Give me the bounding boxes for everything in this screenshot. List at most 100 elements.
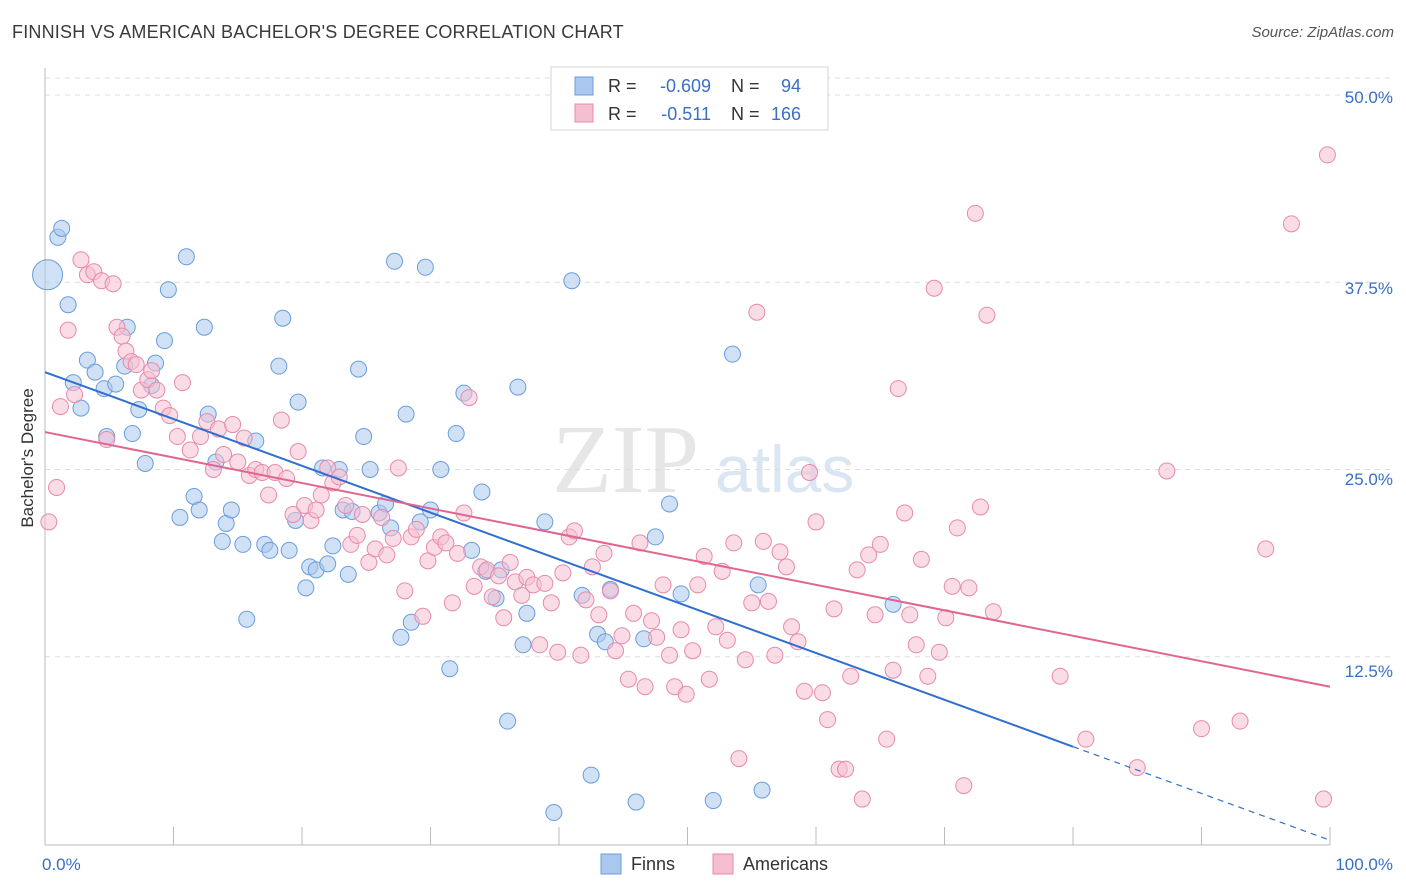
americans-point: [619, 670, 637, 688]
americans-point: [501, 553, 519, 571]
americans-point: [215, 446, 233, 464]
americans-point: [736, 651, 754, 669]
finns-points: [32, 219, 902, 822]
americans-point: [460, 389, 478, 407]
americans-point: [384, 529, 402, 547]
finns-point: [361, 461, 379, 478]
americans-point: [229, 453, 247, 471]
americans-point: [636, 678, 654, 696]
legend-top: R = -0.609 N = 94 R = -0.511 N = 166: [550, 66, 829, 131]
finns-point: [86, 363, 104, 381]
americans-point: [607, 642, 625, 660]
finns-point: [518, 604, 536, 622]
americans-point: [825, 600, 843, 618]
americans-point: [919, 667, 937, 685]
americans-point: [884, 661, 902, 679]
finns-point: [646, 528, 664, 546]
finns-point: [324, 537, 342, 555]
americans-point: [284, 505, 302, 523]
americans-point: [677, 685, 695, 703]
americans-point: [542, 594, 560, 612]
americans-point: [272, 411, 290, 429]
americans-point: [312, 486, 330, 504]
americans-point: [853, 790, 871, 808]
americans-point: [143, 362, 161, 380]
americans-point: [819, 711, 837, 729]
americans-point: [725, 534, 743, 552]
americans-n-label: N =: [731, 104, 760, 124]
finns-point: [355, 428, 373, 446]
finns-point: [386, 252, 404, 270]
americans-point: [536, 574, 554, 592]
x-tick-label-max: 100.0%: [1335, 855, 1393, 874]
finns-point: [749, 576, 767, 594]
americans-point: [971, 498, 989, 516]
finns-n-value: 94: [781, 76, 801, 96]
legend-top-box: [550, 66, 829, 131]
chart-title: FINNISH VS AMERICAN BACHELOR'S DEGREE CO…: [12, 22, 624, 42]
finns-point: [195, 318, 213, 336]
americans-point: [848, 561, 866, 579]
americans-point: [813, 684, 831, 702]
americans-point: [148, 381, 166, 399]
legend-bottom: Finns Americans: [600, 853, 828, 875]
finns-point: [350, 360, 368, 378]
watermark-zip: ZIP: [552, 406, 699, 514]
americans-point: [577, 591, 595, 609]
axes-layer: [44, 68, 1331, 846]
americans-point: [718, 631, 736, 649]
americans-r-value: -0.511: [661, 104, 711, 124]
americans-point: [104, 275, 122, 293]
americans-point: [643, 612, 661, 630]
americans-point: [661, 646, 679, 664]
finns-point: [270, 357, 288, 375]
finns-point: [545, 804, 563, 822]
americans-point: [896, 504, 914, 522]
finns-point: [499, 712, 517, 730]
americans-point: [837, 760, 855, 778]
americans-point: [389, 459, 407, 477]
finns-point: [274, 309, 292, 327]
americans-point: [1257, 540, 1275, 558]
finns-n-label: N =: [731, 76, 760, 96]
americans-point: [1193, 720, 1210, 738]
finns-point: [177, 248, 195, 266]
finns-point: [107, 375, 125, 393]
americans-point: [289, 443, 307, 461]
americans-point: [955, 777, 973, 795]
y-tick-label: 25.0%: [1345, 470, 1393, 489]
americans-point: [912, 550, 930, 568]
finns-point: [509, 378, 527, 396]
americans-point: [348, 526, 366, 544]
legend-finns-swatch: [600, 853, 622, 875]
americans-point: [1128, 759, 1146, 777]
americans-point: [925, 279, 943, 297]
americans-point: [51, 398, 69, 416]
finns-point: [441, 660, 459, 678]
trend-lines: [44, 371, 1331, 841]
americans-point: [307, 501, 325, 519]
americans-point: [801, 463, 819, 481]
americans-point: [59, 321, 77, 339]
finns-point: [213, 532, 231, 550]
americans-point: [766, 646, 784, 664]
americans-point: [443, 594, 461, 612]
finns-point: [536, 513, 554, 531]
americans-point: [984, 603, 1002, 621]
americans-point: [889, 380, 907, 398]
americans-point: [181, 441, 199, 459]
americans-point: [783, 618, 801, 636]
americans-point: [337, 496, 355, 514]
finns-point: [297, 579, 315, 597]
finns-point: [473, 483, 491, 501]
americans-point: [689, 576, 707, 594]
finns-point: [53, 219, 71, 237]
finns-point: [432, 461, 450, 478]
finns-r-value: -0.609: [660, 76, 711, 96]
americans-points: [40, 146, 1336, 808]
y-tick-label: 50.0%: [1345, 88, 1393, 107]
finns-trend-line: [44, 371, 1074, 748]
americans-point: [513, 586, 531, 604]
finns-point: [339, 565, 357, 583]
finns-point: [514, 636, 532, 654]
